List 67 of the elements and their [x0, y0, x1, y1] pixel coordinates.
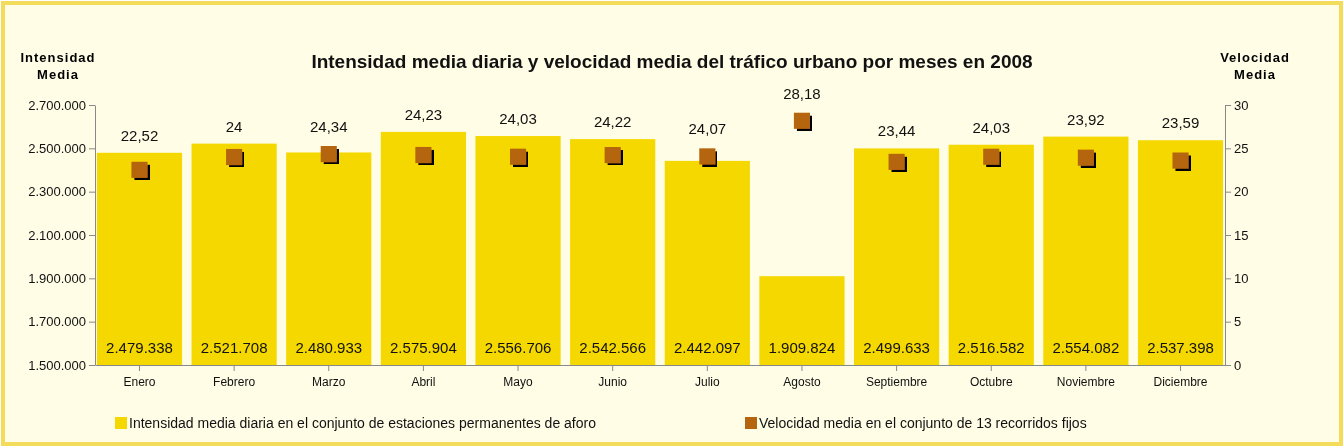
- data-label: 24,34: [309, 118, 348, 136]
- data-label: 2.575.904: [390, 339, 457, 356]
- point: [226, 148, 243, 166]
- data-label: 28,18: [783, 84, 821, 102]
- data-label: 2.516.582: [957, 339, 1025, 356]
- data-label: 2.442.097: [673, 339, 741, 356]
- point: [320, 145, 337, 163]
- data-label: 23,59: [1161, 114, 1200, 132]
- point: [131, 161, 148, 178]
- x-tick-label: Marzo: [312, 375, 346, 389]
- y-tick-label: 1.500.000: [28, 357, 86, 373]
- x-tick-label: Septiembre: [865, 375, 928, 389]
- x-tick-label: Enero: [123, 375, 156, 389]
- data-label: 22,52: [120, 126, 159, 144]
- y2-tick-label: 30: [1234, 97, 1249, 113]
- y2-tick-label: 0: [1234, 357, 1242, 373]
- x-tick-label: Agosto: [783, 375, 821, 389]
- point: [604, 147, 621, 164]
- data-label: 24,03: [972, 118, 1011, 136]
- data-label: 2.556.706: [484, 339, 552, 356]
- y-tick-label: 1.900.000: [28, 270, 86, 286]
- x-tick-label: Mayo: [503, 375, 534, 389]
- data-label: 2.479.338: [106, 339, 173, 356]
- y2-tick-label: 15: [1234, 227, 1249, 243]
- data-label: 24,23: [404, 105, 443, 123]
- data-label: 2.554.082: [1052, 339, 1120, 356]
- data-label: 2.542.566: [579, 339, 647, 356]
- point: [888, 153, 905, 170]
- legend-label: Intensidad media diaria en el conjunto de estaciones permanentes de aforo: [129, 415, 597, 431]
- data-label: 2.499.633: [863, 339, 930, 356]
- y-tick-label: 2.700.000: [28, 97, 86, 113]
- data-label: 23,44: [877, 122, 916, 140]
- data-label: 2.480.933: [295, 339, 363, 356]
- data-label: 24,07: [688, 120, 727, 138]
- y-tick-label: 1.700.000: [28, 314, 86, 330]
- point: [509, 148, 527, 165]
- y2-tick-label: 10: [1234, 270, 1249, 286]
- y2-tick-label: 5: [1234, 314, 1242, 330]
- point: [793, 112, 811, 129]
- x-tick-label: Noviembre: [1056, 375, 1116, 389]
- x-tick-label: Octubre: [969, 375, 1013, 389]
- point: [1077, 149, 1094, 166]
- data-label: 2.521.708: [200, 339, 268, 356]
- y-tick-label: 2.100.000: [28, 227, 86, 243]
- x-tick-label: Diciembre: [1153, 375, 1208, 389]
- data-label: 1.909.824: [768, 339, 836, 356]
- point: [415, 146, 432, 164]
- point: [983, 148, 1000, 165]
- data-label: 24,03: [499, 110, 537, 128]
- point: [1172, 152, 1189, 169]
- y2-tick-label: 25: [1234, 140, 1249, 156]
- y2-axis-title: Velocidad Media: [1220, 50, 1290, 82]
- data-label: 23,92: [1067, 110, 1105, 128]
- point: [699, 148, 716, 165]
- data-label: 24: [225, 117, 243, 135]
- y-tick-label: 2.300.000: [28, 184, 86, 200]
- x-tick-label: Junio: [598, 375, 628, 389]
- y-tick-label: 2.500.000: [28, 140, 86, 156]
- x-tick-label: Abril: [411, 375, 436, 389]
- y-axis-title: Intensidad Media: [20, 50, 96, 82]
- x-tick-label: Julio: [694, 375, 720, 389]
- x-tick-label: Febrero: [213, 375, 256, 389]
- chart-title: Intensidad media diaria y velocidad media del tráfico urbano por meses en 2008: [311, 51, 1033, 72]
- data-label: 2.537.398: [1147, 339, 1214, 356]
- data-label: 24,22: [593, 113, 632, 131]
- y2-tick-label: 20: [1234, 184, 1249, 200]
- legend-label: Velocidad media en el conjunto de 13 recorridos fijos: [759, 415, 1087, 431]
